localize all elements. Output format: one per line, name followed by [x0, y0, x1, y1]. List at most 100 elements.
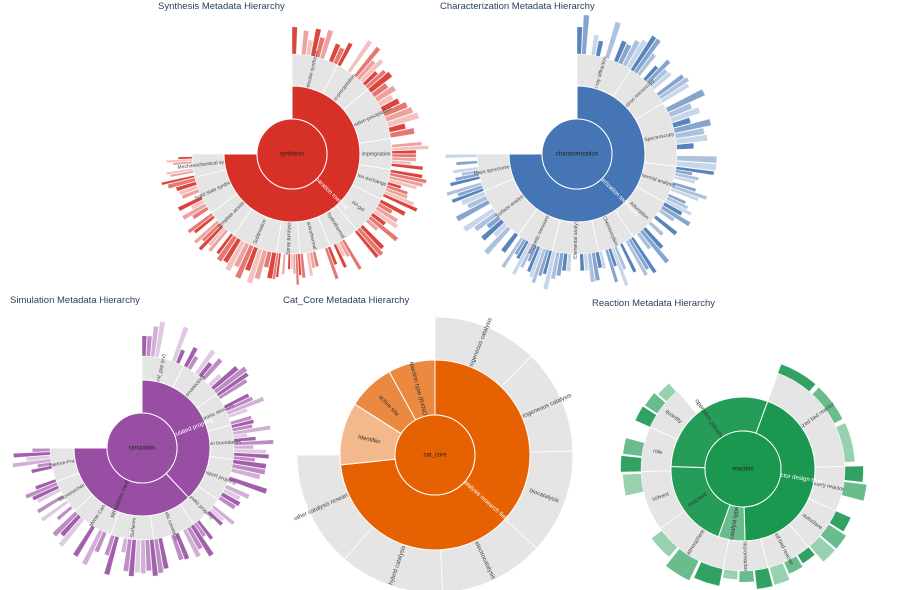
leaf-segment[interactable] — [391, 141, 423, 148]
leaf-segment[interactable] — [648, 68, 669, 88]
leaf-segment[interactable] — [738, 570, 755, 583]
leaf-segment[interactable] — [620, 455, 642, 473]
leaf-segment[interactable] — [673, 175, 696, 185]
leaf-segment[interactable] — [233, 242, 250, 268]
leaf-segment[interactable] — [169, 170, 195, 178]
leaf-segment[interactable] — [625, 239, 649, 277]
leaf-segment[interactable] — [209, 507, 225, 522]
leaf-segment[interactable] — [371, 82, 389, 98]
leaf-segment[interactable] — [480, 219, 505, 242]
leaf-segment[interactable] — [337, 42, 354, 67]
leaf-segment[interactable] — [583, 253, 590, 272]
leaf-segment[interactable] — [224, 396, 254, 412]
leaf-segment[interactable] — [174, 532, 190, 561]
leaf-segment[interactable] — [566, 253, 572, 272]
root-label[interactable]: reaction — [732, 467, 753, 473]
leaf-segment[interactable] — [386, 111, 420, 128]
leaf-segment[interactable] — [315, 36, 326, 59]
leaf-segment[interactable] — [556, 252, 564, 277]
leaf-segment[interactable] — [844, 465, 864, 483]
leaf-segment[interactable] — [190, 523, 215, 557]
leaf-segment[interactable] — [619, 242, 637, 274]
leaf-segment[interactable] — [622, 473, 644, 497]
leaf-segment[interactable] — [667, 193, 687, 205]
leaf-segment[interactable] — [32, 448, 51, 453]
leaf-segment[interactable] — [674, 127, 705, 139]
leaf-segment[interactable] — [145, 539, 152, 572]
leaf-segment[interactable] — [218, 495, 237, 510]
leaf-segment[interactable] — [178, 185, 199, 196]
leaf-segment[interactable] — [671, 117, 692, 129]
leaf-segment[interactable] — [388, 122, 407, 133]
root-label[interactable]: cat_core — [423, 453, 447, 459]
leaf-segment[interactable] — [375, 205, 399, 224]
leaf-segment[interactable] — [483, 225, 512, 256]
leaf-segment[interactable] — [445, 181, 483, 197]
leaf-segment[interactable] — [149, 539, 159, 577]
leaf-segment[interactable] — [473, 211, 499, 232]
leaf-segment[interactable] — [233, 448, 267, 454]
leaf-segment[interactable] — [233, 444, 254, 450]
leaf-segment[interactable] — [829, 510, 852, 532]
leaf-segment[interactable] — [642, 64, 659, 82]
leaf-segment[interactable] — [500, 232, 519, 254]
leaf-segment[interactable] — [359, 224, 385, 250]
leaf-segment[interactable] — [234, 244, 254, 280]
leaf-segment[interactable] — [354, 229, 380, 259]
leaf-segment[interactable] — [181, 188, 200, 200]
leaf-segment[interactable] — [531, 247, 547, 284]
leaf-segment[interactable] — [455, 199, 491, 222]
leaf-segment[interactable] — [451, 187, 485, 204]
leaf-segment[interactable] — [230, 419, 255, 429]
leaf-segment[interactable] — [383, 190, 415, 207]
leaf-segment[interactable] — [177, 195, 204, 212]
leaf-segment[interactable] — [295, 253, 300, 286]
leaf-segment[interactable] — [104, 534, 116, 557]
root-label[interactable]: synthesis — [279, 152, 304, 158]
leaf-segment[interactable] — [172, 161, 193, 166]
leaf-segment[interactable] — [462, 207, 496, 233]
leaf-segment[interactable] — [461, 169, 480, 177]
leaf-segment[interactable] — [777, 363, 816, 392]
leaf-segment[interactable] — [81, 529, 104, 566]
leaf-segment[interactable] — [604, 21, 622, 60]
leaf-segment[interactable] — [590, 34, 600, 56]
leaf-segment[interactable] — [171, 326, 190, 363]
leaf-segment[interactable] — [591, 252, 601, 282]
leaf-segment[interactable] — [227, 476, 268, 495]
leaf-segment[interactable] — [667, 102, 693, 118]
leaf-segment[interactable] — [207, 510, 224, 527]
leaf-segment[interactable] — [231, 463, 266, 476]
leaf-segment[interactable] — [36, 494, 65, 514]
leaf-segment[interactable] — [290, 253, 294, 270]
leaf-segment[interactable] — [140, 539, 147, 574]
leaf-segment[interactable] — [177, 156, 193, 160]
leaf-segment[interactable] — [455, 160, 478, 166]
outer-label[interactable]: Hartree-Fock — [49, 458, 79, 469]
leaf-segment[interactable] — [224, 484, 251, 500]
leaf-segment[interactable] — [218, 378, 248, 400]
leaf-segment[interactable] — [208, 228, 229, 253]
leaf-segment[interactable] — [391, 153, 417, 158]
leaf-segment[interactable] — [367, 71, 393, 94]
leaf-segment[interactable] — [382, 193, 418, 213]
outer-label[interactable]: Surfaces — [129, 517, 137, 538]
leaf-segment[interactable] — [384, 106, 414, 123]
leaf-segment[interactable] — [595, 251, 603, 269]
leaf-segment[interactable] — [674, 172, 700, 181]
leaf-segment[interactable] — [648, 221, 665, 237]
leaf-segment[interactable] — [341, 238, 363, 271]
leaf-segment[interactable] — [633, 38, 662, 75]
leaf-segment[interactable] — [166, 158, 193, 164]
leaf-segment[interactable] — [660, 205, 691, 227]
leaf-segment[interactable] — [835, 422, 856, 463]
leaf-segment[interactable] — [561, 252, 568, 272]
leaf-segment[interactable] — [820, 524, 847, 550]
leaf-segment[interactable] — [645, 59, 671, 85]
leaf-segment[interactable] — [550, 251, 561, 280]
leaf-segment[interactable] — [72, 524, 96, 558]
leaf-segment[interactable] — [347, 39, 373, 74]
leaf-segment[interactable] — [542, 249, 553, 275]
leaf-segment[interactable] — [287, 253, 291, 270]
leaf-segment[interactable] — [297, 253, 302, 276]
